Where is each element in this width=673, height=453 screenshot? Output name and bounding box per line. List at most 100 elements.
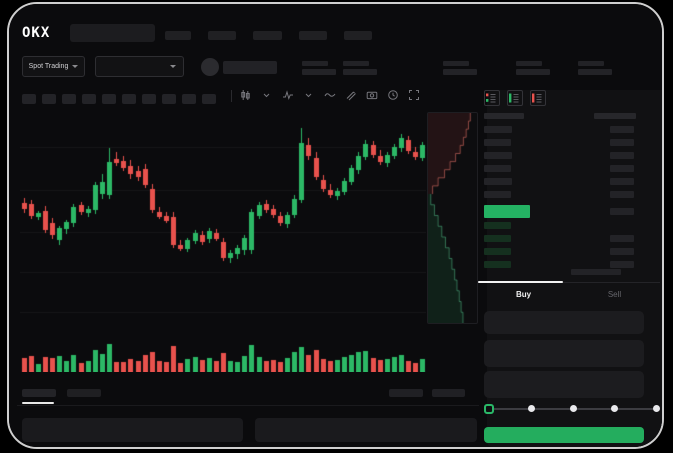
timeframe-button[interactable] <box>162 94 176 104</box>
stat-value-placeholder <box>578 69 612 75</box>
stat-label-placeholder <box>578 61 604 66</box>
trading-app: OKX Spot Trading <box>9 4 662 447</box>
market-type-select[interactable]: Spot Trading <box>22 56 85 77</box>
orderbook-view-icons <box>484 90 553 109</box>
coin-avatar <box>201 58 219 76</box>
last-price-placeholder <box>223 61 277 74</box>
clock-icon[interactable] <box>386 89 399 101</box>
stat-block <box>578 61 612 75</box>
stat-value-placeholder <box>302 69 336 75</box>
timeframe-button[interactable] <box>62 94 76 104</box>
tab-buy[interactable]: Buy <box>515 290 532 299</box>
bid-row-price <box>484 235 511 242</box>
slider-stop[interactable] <box>611 405 619 412</box>
slider-stop[interactable] <box>653 405 660 412</box>
bottom-link[interactable] <box>389 389 423 397</box>
orderbook-footer-placeholder <box>571 269 621 275</box>
ask-row-amount <box>610 165 634 172</box>
timeframe-button[interactable] <box>202 94 216 104</box>
chart-tools <box>237 89 422 101</box>
orderbook-header-placeholder <box>594 113 636 119</box>
bottom-content-bar <box>22 418 243 442</box>
stat-label-placeholder <box>443 61 469 66</box>
chevron-down-icon <box>170 65 176 68</box>
camera-icon[interactable] <box>365 89 378 101</box>
stat-label-placeholder <box>516 61 542 66</box>
slider-stop[interactable] <box>569 405 577 412</box>
timeframe-button[interactable] <box>102 94 116 104</box>
slider-stop[interactable] <box>527 405 535 412</box>
ask-row-price <box>484 191 511 198</box>
ask-row-price <box>484 152 512 159</box>
total-input[interactable] <box>484 371 644 398</box>
book-bids-icon[interactable] <box>507 90 523 106</box>
bid-row-amount <box>610 248 634 255</box>
stat-block <box>302 61 336 75</box>
ask-row-amount <box>610 191 634 198</box>
ask-row-price <box>484 165 511 172</box>
timeframe-buttons <box>22 91 222 109</box>
chevron-down-icon[interactable] <box>260 89 273 101</box>
chevron-down-icon[interactable] <box>302 89 315 101</box>
main-nav <box>165 27 389 45</box>
timeframe-button[interactable] <box>142 94 156 104</box>
candles-icon[interactable] <box>239 89 252 101</box>
amount-input[interactable] <box>484 340 644 367</box>
buy-tab-indicator <box>478 281 563 283</box>
tabs-divider <box>478 282 660 283</box>
ask-row-amount <box>610 178 634 185</box>
price-row-amount <box>610 208 634 215</box>
timeframe-button[interactable] <box>22 94 36 104</box>
orderbook-header-placeholder <box>484 113 524 119</box>
stat-value-placeholder <box>343 69 377 75</box>
bid-row-price <box>484 261 511 268</box>
bottom-divider <box>17 405 479 406</box>
bottom-content-bar <box>255 418 477 442</box>
ask-row-amount <box>610 152 634 159</box>
book-combined-icon[interactable] <box>484 90 500 106</box>
nav-item[interactable] <box>253 31 282 40</box>
ask-row-amount <box>610 139 634 146</box>
stat-label-placeholder <box>302 61 328 66</box>
nav-item[interactable] <box>208 31 236 40</box>
bid-row-amount <box>610 235 634 242</box>
bottom-link[interactable] <box>432 389 465 397</box>
nav-item[interactable] <box>344 31 372 40</box>
buy-submit-button[interactable] <box>484 427 644 443</box>
bid-row-amount <box>610 261 634 268</box>
slider-handle[interactable] <box>484 404 494 414</box>
search-input[interactable] <box>70 24 155 42</box>
book-asks-icon[interactable] <box>530 90 546 106</box>
chevron-down-icon <box>72 65 79 68</box>
depth-chart[interactable] <box>427 112 478 324</box>
bottom-tab-indicator <box>22 402 54 404</box>
nav-item[interactable] <box>165 31 191 40</box>
toolbar-divider <box>231 90 232 102</box>
ask-row-price <box>484 139 511 146</box>
pair-select[interactable] <box>95 56 184 77</box>
timeframe-button[interactable] <box>182 94 196 104</box>
stat-block <box>443 61 477 75</box>
fullscreen-icon[interactable] <box>407 89 420 101</box>
ask-row-price <box>484 178 512 185</box>
nav-item[interactable] <box>299 31 327 40</box>
stat-value-placeholder <box>443 69 477 75</box>
line-wave-icon[interactable] <box>323 89 336 101</box>
bid-row-price <box>484 222 511 229</box>
candlestick-chart[interactable] <box>20 115 426 330</box>
okx-logo[interactable]: OKX <box>22 25 51 41</box>
price-input[interactable] <box>484 311 644 334</box>
ask-row-price <box>484 126 512 133</box>
timeframe-button[interactable] <box>82 94 96 104</box>
timeframe-button[interactable] <box>42 94 56 104</box>
timeframe-button[interactable] <box>122 94 136 104</box>
indicators-icon[interactable] <box>281 89 294 101</box>
stat-label-placeholder <box>343 61 369 66</box>
tab-sell[interactable]: Sell <box>607 290 622 299</box>
bottom-tab[interactable] <box>67 389 101 397</box>
ask-row-amount <box>610 126 634 133</box>
bottom-tab-active[interactable] <box>22 389 56 397</box>
draw-icon[interactable] <box>344 89 357 101</box>
volume-chart[interactable] <box>20 342 426 372</box>
